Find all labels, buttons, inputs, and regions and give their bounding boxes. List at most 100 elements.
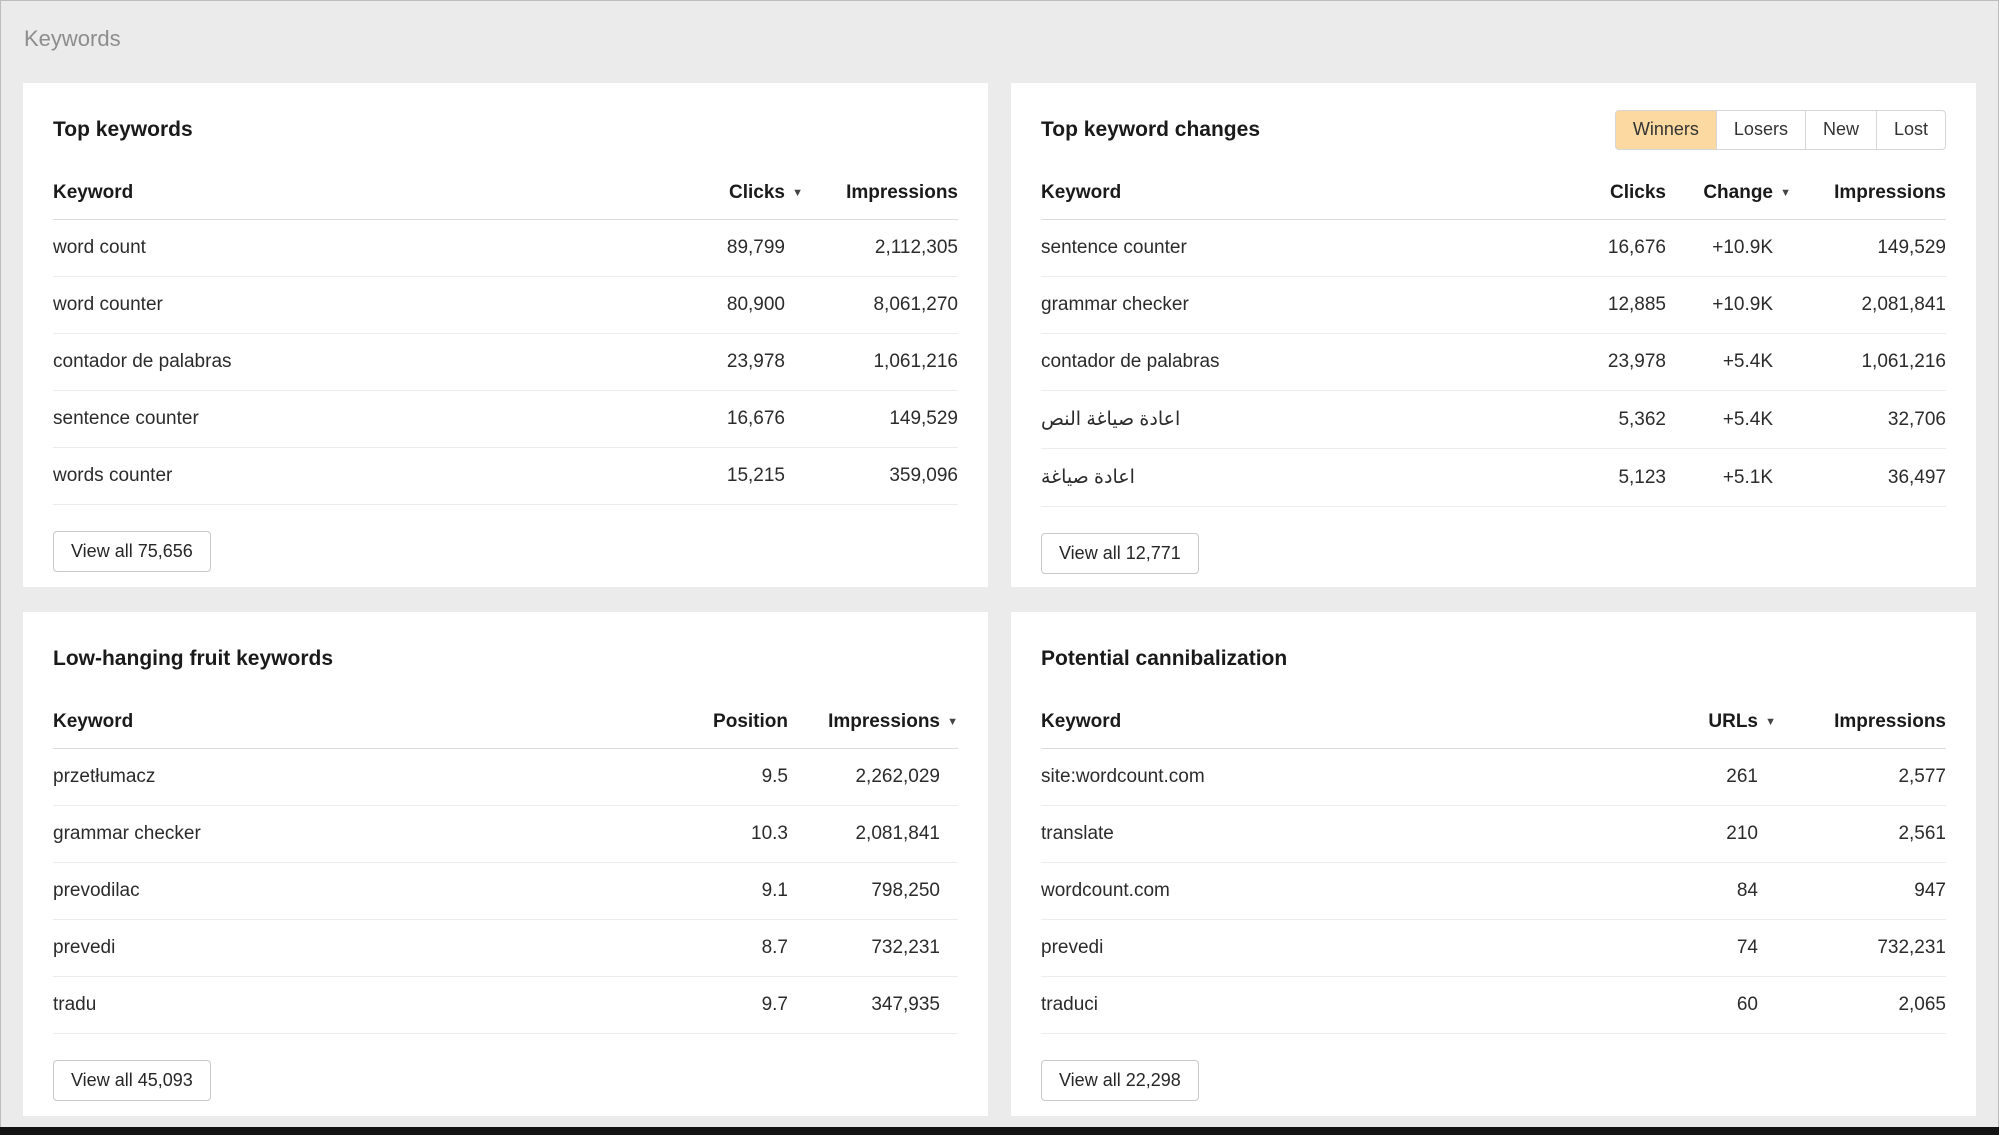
column-label: Impressions xyxy=(1834,711,1946,732)
table-row: grammar checker 12,885 +10.9K 2,081,841 xyxy=(1041,276,1946,334)
view-all-low-hanging-button[interactable]: View all 45,093 xyxy=(53,1060,211,1101)
column-header-impressions[interactable]: Impressions ▼ xyxy=(788,697,958,749)
clicks-cell: 80,900 xyxy=(653,276,803,334)
table-row: tradu 9.7 347,935 xyxy=(53,976,958,1034)
urls-cell: 74 xyxy=(1646,919,1776,977)
change-cell: +5.4K xyxy=(1666,390,1791,449)
keyword-cell: prevedi xyxy=(1041,919,1646,977)
impressions-cell: 2,561 xyxy=(1776,805,1946,863)
column-header-impressions[interactable]: Impressions xyxy=(803,168,958,220)
top-keyword-changes-table: Keyword Clicks Change ▼ Impressions sente… xyxy=(1041,168,1946,507)
impressions-cell: 2,112,305 xyxy=(803,219,958,277)
column-header-position[interactable]: Position xyxy=(638,697,788,749)
card-title-top-keyword-changes: Top keyword changes xyxy=(1041,117,1260,141)
table-row: site:wordcount.com 261 2,577 xyxy=(1041,748,1946,806)
tab-new[interactable]: New xyxy=(1805,109,1877,150)
impressions-cell: 347,935 xyxy=(788,976,958,1034)
keyword-cell: grammar checker xyxy=(1041,276,1526,334)
impressions-cell: 149,529 xyxy=(1791,219,1946,277)
impressions-cell: 149,529 xyxy=(803,390,958,448)
tab-lost[interactable]: Lost xyxy=(1876,109,1946,150)
column-header-keyword[interactable]: Keyword xyxy=(1041,697,1646,749)
column-header-urls[interactable]: URLs ▼ xyxy=(1646,697,1776,749)
card-potential-cannibalization: Potential cannibalization Keyword URLs ▼ … xyxy=(1011,612,1976,1116)
column-header-clicks[interactable]: Clicks ▼ xyxy=(653,168,803,220)
page-title: Keywords xyxy=(24,26,121,51)
impressions-cell: 798,250 xyxy=(788,862,958,920)
view-all-cannibalization-button[interactable]: View all 22,298 xyxy=(1041,1060,1199,1101)
card-title-potential-cannibalization: Potential cannibalization xyxy=(1041,646,1288,670)
view-all-top-keywords-button[interactable]: View all 75,656 xyxy=(53,531,211,572)
table-row: word counter 80,900 8,061,270 xyxy=(53,276,958,334)
column-label: Keyword xyxy=(1041,711,1122,732)
keyword-cell: اعادة صياغة xyxy=(1041,448,1526,507)
keyword-cell: word counter xyxy=(53,276,653,334)
keyword-cell: prevodilac xyxy=(53,862,638,920)
potential-cannibalization-table: Keyword URLs ▼ Impressions site:wordcount… xyxy=(1041,697,1946,1034)
table-header-row: Keyword Position Impressions ▼ xyxy=(53,697,958,749)
sort-desc-icon: ▼ xyxy=(1765,716,1776,728)
impressions-cell: 2,081,841 xyxy=(1791,276,1946,334)
card-header: Potential cannibalization xyxy=(1041,638,1946,679)
column-header-change[interactable]: Change ▼ xyxy=(1666,168,1791,220)
keyword-cell: wordcount.com xyxy=(1041,862,1646,920)
impressions-cell: 32,706 xyxy=(1791,390,1946,449)
impressions-cell: 947 xyxy=(1776,862,1946,920)
impressions-cell: 1,061,216 xyxy=(1791,333,1946,391)
table-row: words counter 15,215 359,096 xyxy=(53,447,958,505)
sort-desc-icon: ▼ xyxy=(1780,187,1791,199)
impressions-cell: 2,577 xyxy=(1776,748,1946,806)
table-row: sentence counter 16,676 149,529 xyxy=(53,390,958,448)
keyword-cell: traduci xyxy=(1041,976,1646,1034)
clicks-cell: 5,123 xyxy=(1526,448,1666,507)
position-cell: 10.3 xyxy=(638,805,788,863)
card-top-keywords: Top keywords Keyword Clicks ▼ Impressions… xyxy=(23,83,988,587)
column-label: URLs xyxy=(1708,711,1758,732)
table-header-row: Keyword Clicks Change ▼ Impressions xyxy=(1041,168,1946,220)
clicks-cell: 5,362 xyxy=(1526,390,1666,449)
column-label: Keyword xyxy=(53,182,134,203)
keyword-cell: sentence counter xyxy=(53,390,653,448)
column-label: Impressions xyxy=(828,711,940,732)
column-header-impressions[interactable]: Impressions xyxy=(1791,168,1946,220)
keyword-cell: tradu xyxy=(53,976,638,1034)
low-hanging-fruit-table: Keyword Position Impressions ▼ przetłumac… xyxy=(53,697,958,1034)
tab-losers[interactable]: Losers xyxy=(1716,109,1806,150)
column-header-keyword[interactable]: Keyword xyxy=(1041,168,1526,220)
table-row: prevodilac 9.1 798,250 xyxy=(53,862,958,920)
card-header: Top keyword changes Winners Losers New L… xyxy=(1041,109,1946,150)
table-row: przetłumacz 9.5 2,262,029 xyxy=(53,748,958,806)
column-label: Change xyxy=(1703,182,1773,203)
table-row: sentence counter 16,676 +10.9K 149,529 xyxy=(1041,219,1946,277)
table-row: prevedi 8.7 732,231 xyxy=(53,919,958,977)
column-label: Position xyxy=(713,711,788,732)
keyword-cell: prevedi xyxy=(53,919,638,977)
keyword-cell: contador de palabras xyxy=(53,333,653,391)
clicks-cell: 23,978 xyxy=(1526,333,1666,391)
table-row: contador de palabras 23,978 1,061,216 xyxy=(53,333,958,391)
keyword-cell: word count xyxy=(53,219,653,277)
change-cell: +5.4K xyxy=(1666,333,1791,391)
clicks-cell: 16,676 xyxy=(653,390,803,448)
position-cell: 9.5 xyxy=(638,748,788,806)
change-cell: +10.9K xyxy=(1666,219,1791,277)
impressions-cell: 732,231 xyxy=(788,919,958,977)
column-label: Keyword xyxy=(53,711,134,732)
column-label: Impressions xyxy=(1834,182,1946,203)
column-label: Impressions xyxy=(846,182,958,203)
column-header-keyword[interactable]: Keyword xyxy=(53,697,638,749)
column-header-impressions[interactable]: Impressions xyxy=(1776,697,1946,749)
table-row: word count 89,799 2,112,305 xyxy=(53,219,958,277)
table-row: contador de palabras 23,978 +5.4K 1,061,… xyxy=(1041,333,1946,391)
table-header-row: Keyword Clicks ▼ Impressions xyxy=(53,168,958,220)
column-label: Clicks xyxy=(729,182,785,203)
clicks-cell: 23,978 xyxy=(653,333,803,391)
column-label: Clicks xyxy=(1610,182,1666,203)
column-header-clicks[interactable]: Clicks xyxy=(1526,168,1666,220)
tab-winners[interactable]: Winners xyxy=(1614,109,1717,150)
table-row: اعادة صياغة 5,123 +5.1K 36,497 xyxy=(1041,448,1946,507)
impressions-cell: 36,497 xyxy=(1791,448,1946,507)
view-all-keyword-changes-button[interactable]: View all 12,771 xyxy=(1041,533,1199,574)
column-header-keyword[interactable]: Keyword xyxy=(53,168,653,220)
